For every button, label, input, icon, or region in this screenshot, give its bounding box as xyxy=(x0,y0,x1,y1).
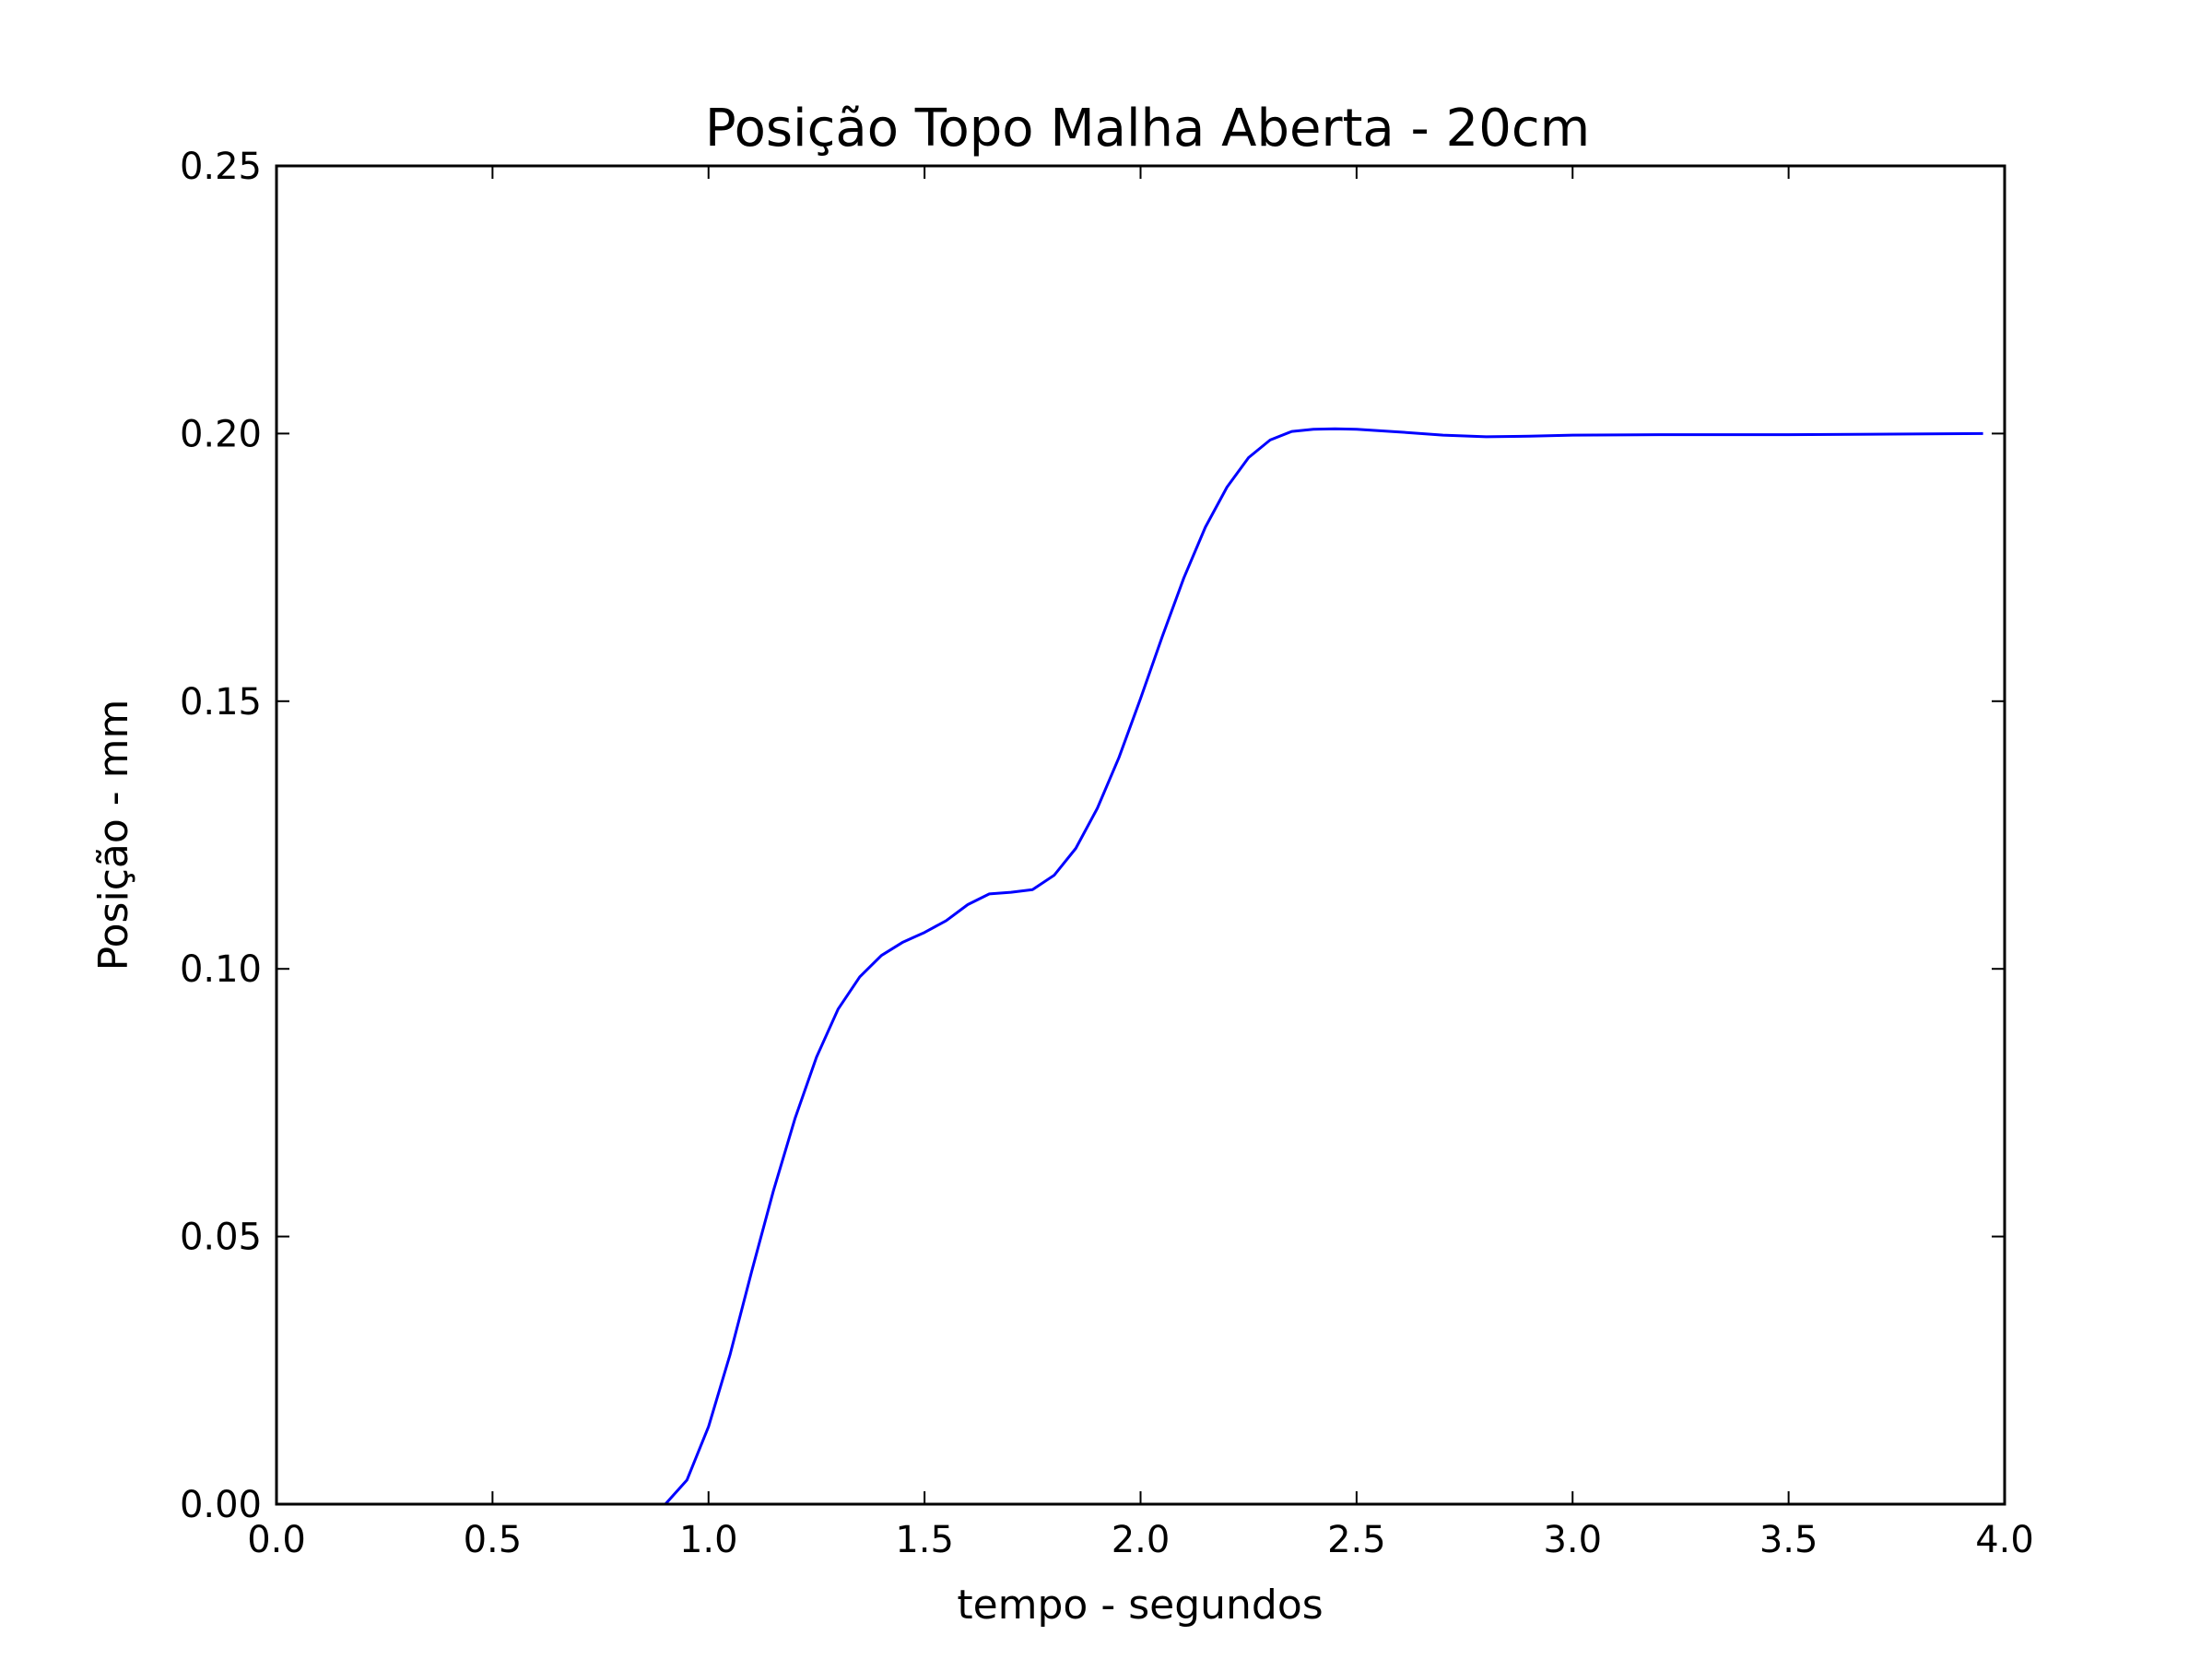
y-tick-label: 0.25 xyxy=(180,146,262,188)
y-tick-label: 0.15 xyxy=(180,681,262,724)
y-tick-label: 0.10 xyxy=(180,948,262,991)
x-tick-label: 3.0 xyxy=(1543,1519,1602,1561)
series-line xyxy=(664,427,1983,1506)
ticks-layer: 0.0 0.5 1.0 1.5 2.0 2.5 3.0 3.5 4.0 0.00 0.05 0.10 0… xyxy=(180,146,2034,1561)
series-layer xyxy=(664,427,1983,1506)
x-tick-label: 0.0 xyxy=(247,1519,306,1561)
x-tick-label: 1.0 xyxy=(679,1519,738,1561)
y-axis-label: Posição - mm xyxy=(90,700,137,971)
x-tick-label: 4.0 xyxy=(1975,1519,2034,1561)
x-tick-label: 3.5 xyxy=(1759,1519,1818,1561)
chart-title: Posição Topo Malha Aberta - 20cm xyxy=(705,99,1590,159)
x-axis-label: tempo - segundos xyxy=(957,1582,1323,1629)
y-tick-label: 0.00 xyxy=(180,1484,262,1526)
x-tick-label: 2.0 xyxy=(1112,1519,1171,1561)
plot-frame xyxy=(275,164,2006,1506)
y-tick-label: 0.05 xyxy=(180,1217,262,1259)
y-tick-label: 0.20 xyxy=(180,413,262,455)
x-tick-label: 2.5 xyxy=(1327,1519,1386,1561)
x-tick-label: 0.5 xyxy=(464,1519,523,1561)
x-tick-label: 1.5 xyxy=(895,1519,954,1561)
